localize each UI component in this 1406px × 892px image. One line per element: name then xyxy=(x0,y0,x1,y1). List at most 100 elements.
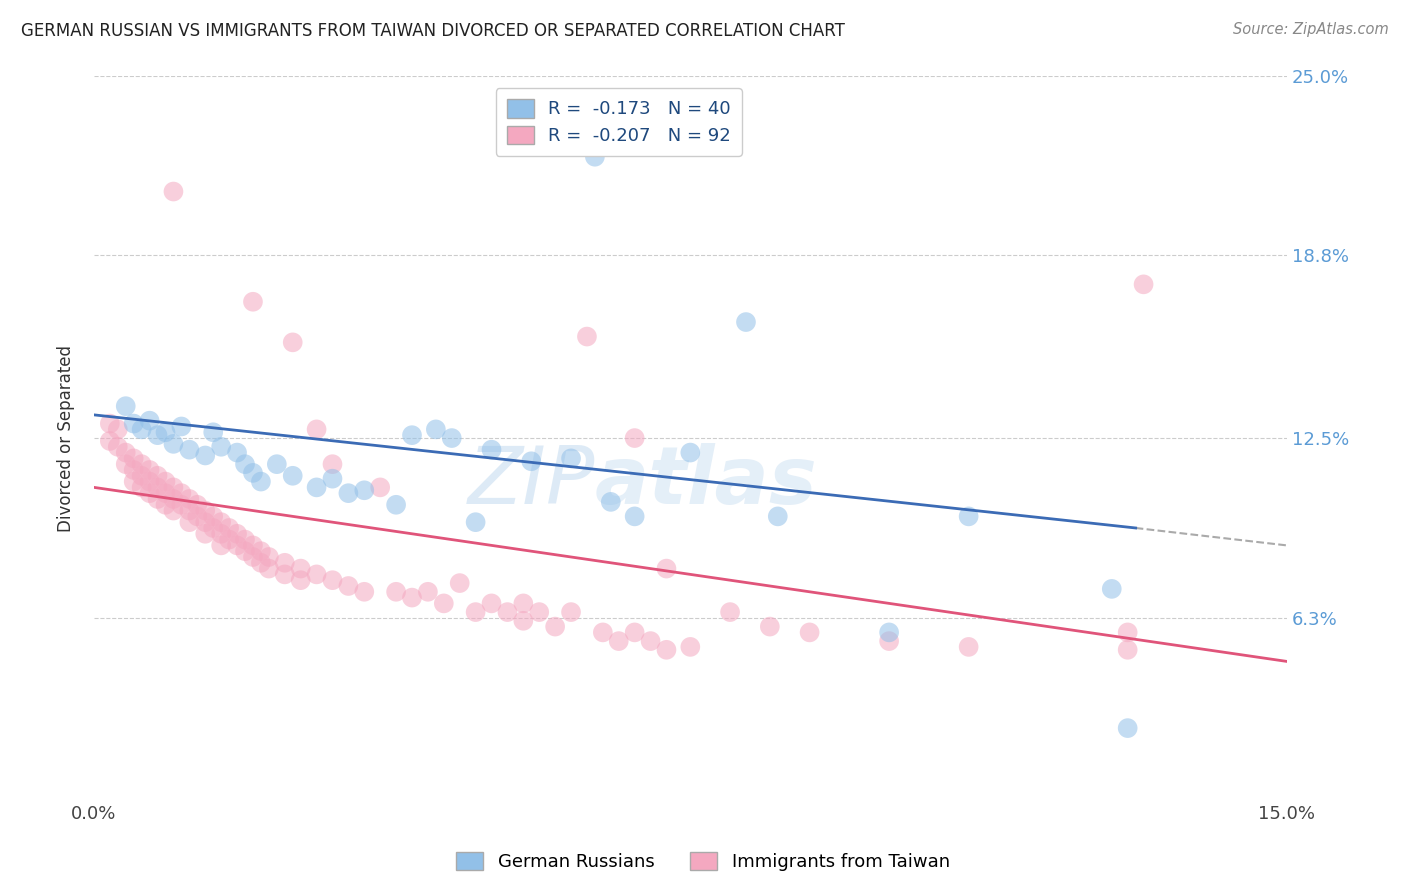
Point xyxy=(131,468,153,483)
Point xyxy=(655,642,678,657)
Point xyxy=(162,185,184,199)
Point xyxy=(529,605,551,619)
Point xyxy=(209,515,232,529)
Point xyxy=(544,619,567,633)
Point xyxy=(266,457,288,471)
Point xyxy=(425,422,447,436)
Legend: German Russians, Immigrants from Taiwan: German Russians, Immigrants from Taiwan xyxy=(449,845,957,879)
Point xyxy=(1132,277,1154,292)
Point xyxy=(337,486,360,500)
Point xyxy=(233,533,256,547)
Point xyxy=(321,573,343,587)
Point xyxy=(281,468,304,483)
Point xyxy=(179,491,201,506)
Point xyxy=(146,428,169,442)
Point xyxy=(162,503,184,517)
Point xyxy=(209,538,232,552)
Point xyxy=(305,480,328,494)
Point xyxy=(1116,642,1139,657)
Point xyxy=(607,634,630,648)
Point xyxy=(433,596,456,610)
Point xyxy=(131,480,153,494)
Point xyxy=(233,544,256,558)
Point xyxy=(464,605,486,619)
Point xyxy=(250,475,273,489)
Point xyxy=(138,486,160,500)
Point xyxy=(114,457,136,471)
Point xyxy=(131,457,153,471)
Point xyxy=(449,576,471,591)
Point xyxy=(560,451,582,466)
Point xyxy=(321,472,343,486)
Point xyxy=(155,425,177,440)
Point xyxy=(481,442,503,457)
Point xyxy=(146,480,169,494)
Point xyxy=(107,422,129,436)
Point xyxy=(655,561,678,575)
Point xyxy=(202,509,225,524)
Point xyxy=(274,556,297,570)
Point xyxy=(575,329,598,343)
Point xyxy=(242,538,264,552)
Point xyxy=(170,419,193,434)
Point xyxy=(155,475,177,489)
Point xyxy=(250,544,273,558)
Point xyxy=(122,417,145,431)
Text: Source: ZipAtlas.com: Source: ZipAtlas.com xyxy=(1233,22,1389,37)
Point xyxy=(209,526,232,541)
Point xyxy=(242,549,264,564)
Point xyxy=(679,640,702,654)
Point xyxy=(114,399,136,413)
Point xyxy=(98,417,121,431)
Text: ZIP: ZIP xyxy=(468,442,595,521)
Point xyxy=(735,315,758,329)
Point xyxy=(1101,582,1123,596)
Y-axis label: Divorced or Separated: Divorced or Separated xyxy=(58,344,75,532)
Point xyxy=(179,515,201,529)
Point xyxy=(679,445,702,459)
Point xyxy=(122,475,145,489)
Point xyxy=(218,533,240,547)
Point xyxy=(305,422,328,436)
Point xyxy=(226,538,249,552)
Point xyxy=(464,515,486,529)
Point xyxy=(179,442,201,457)
Point xyxy=(623,431,645,445)
Point xyxy=(512,596,534,610)
Point xyxy=(131,422,153,436)
Point xyxy=(179,503,201,517)
Point xyxy=(481,596,503,610)
Point xyxy=(250,556,273,570)
Point xyxy=(1116,625,1139,640)
Point xyxy=(274,567,297,582)
Point xyxy=(202,521,225,535)
Point xyxy=(146,491,169,506)
Point xyxy=(640,634,662,648)
Point xyxy=(560,605,582,619)
Point xyxy=(162,437,184,451)
Point xyxy=(877,625,900,640)
Point xyxy=(162,480,184,494)
Point xyxy=(122,463,145,477)
Point xyxy=(257,561,280,575)
Point xyxy=(242,466,264,480)
Point xyxy=(233,457,256,471)
Point xyxy=(194,515,217,529)
Point xyxy=(226,526,249,541)
Point xyxy=(759,619,782,633)
Point xyxy=(122,451,145,466)
Point xyxy=(194,503,217,517)
Point xyxy=(599,495,621,509)
Point xyxy=(957,640,980,654)
Point xyxy=(957,509,980,524)
Point xyxy=(186,498,208,512)
Point xyxy=(337,579,360,593)
Point xyxy=(520,454,543,468)
Point xyxy=(98,434,121,448)
Point xyxy=(162,491,184,506)
Point xyxy=(209,440,232,454)
Point xyxy=(1116,721,1139,735)
Point xyxy=(496,605,519,619)
Point xyxy=(385,498,408,512)
Point xyxy=(401,591,423,605)
